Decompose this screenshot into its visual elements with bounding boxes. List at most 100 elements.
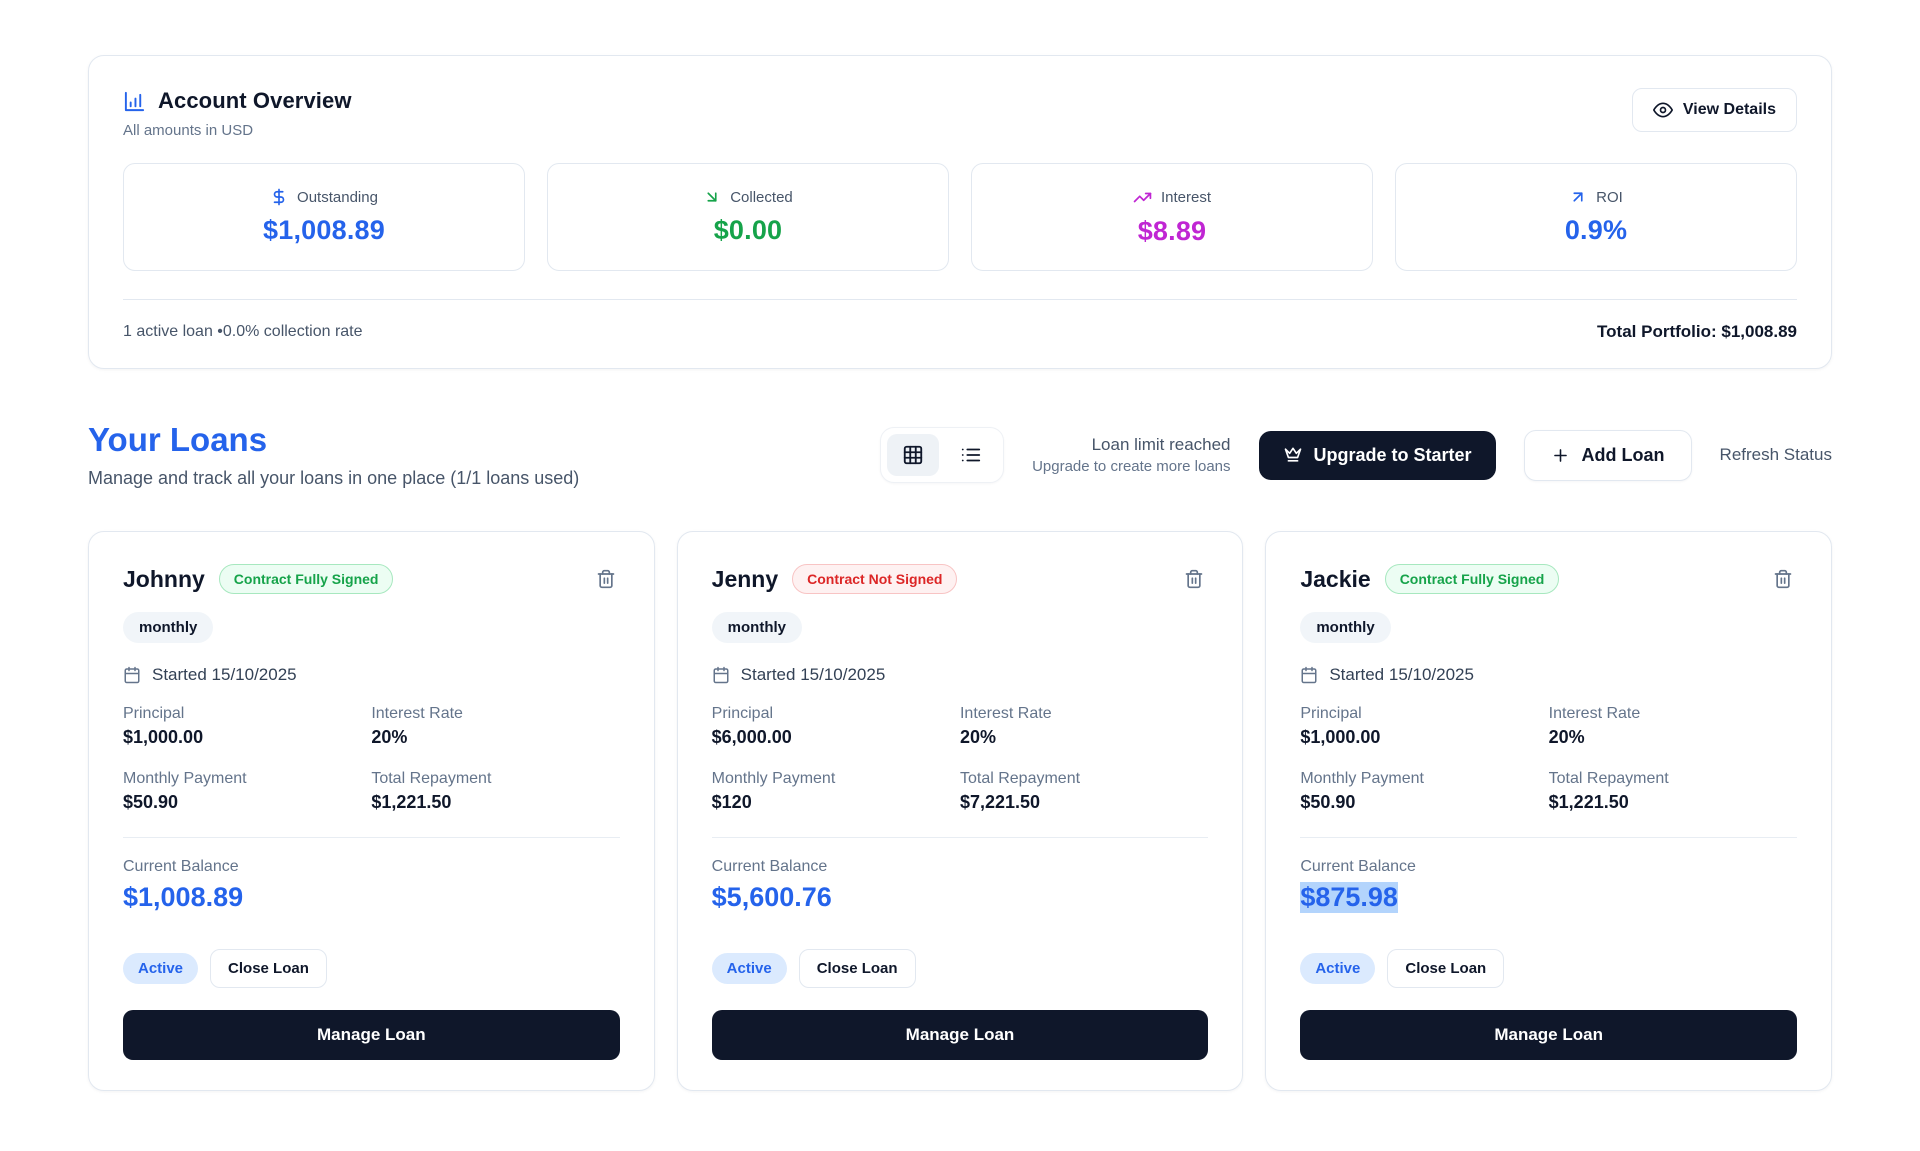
total-repayment-label: Total Repayment: [371, 770, 492, 787]
active-status-badge: Active: [123, 953, 199, 984]
started-date: Started 15/10/2025: [1329, 665, 1474, 684]
monthly-payment-value: $50.90: [123, 792, 179, 812]
monthly-payment-value: $50.90: [1300, 792, 1356, 812]
principal-label: Principal: [1300, 705, 1362, 722]
close-loan-button[interactable]: Close Loan: [1387, 949, 1505, 988]
view-mode-toggle: [880, 427, 1005, 483]
overview-title: Account Overview: [158, 88, 352, 113]
dollar-icon: [270, 188, 288, 206]
interest-rate-field: Interest Rate 20%: [371, 705, 619, 748]
contract-status-badge: Contract Not Signed: [792, 564, 958, 594]
trending-up-icon: [1133, 188, 1152, 207]
stat-value: $8.89: [1137, 215, 1207, 246]
plus-icon: [1551, 446, 1570, 465]
monthly-payment-label: Monthly Payment: [711, 770, 836, 787]
close-loan-button[interactable]: Close Loan: [210, 949, 327, 988]
principal-label: Principal: [711, 705, 774, 722]
add-loan-button[interactable]: Add Loan: [1523, 429, 1692, 481]
interest-rate-value: 20%: [1548, 727, 1585, 747]
interest-rate-field: Interest Rate 20%: [1549, 705, 1797, 748]
frequency-badge: monthly: [711, 612, 802, 643]
grid-view-button[interactable]: [887, 434, 940, 476]
close-loan-button[interactable]: Close Loan: [798, 949, 916, 988]
current-balance-value: $1,008.89: [123, 882, 244, 912]
stat-label: Collected: [730, 188, 793, 206]
loan-card-jenny: Jenny Contract Not Signed monthly Starte…: [676, 531, 1244, 1091]
total-portfolio: Total Portfolio: $1,008.89: [1597, 322, 1797, 341]
monthly-payment-field: Monthly Payment $50.90: [1300, 770, 1548, 813]
current-balance-value: $5,600.76: [711, 882, 832, 912]
interest-rate-field: Interest Rate 20%: [960, 705, 1208, 748]
calendar-icon: [123, 666, 141, 684]
manage-loan-button[interactable]: Manage Loan: [711, 1010, 1209, 1060]
total-repayment-field: Total Repayment $1,221.50: [1549, 770, 1797, 813]
monthly-payment-label: Monthly Payment: [1300, 770, 1424, 787]
active-loan-summary: 1 active loan •0.0% collection rate: [123, 323, 363, 340]
total-repayment-label: Total Repayment: [1548, 770, 1669, 787]
overview-subtitle: All amounts in USD: [123, 122, 254, 139]
loan-limit-subtitle: Upgrade to create more loans: [1032, 458, 1231, 475]
stat-value: 0.9%: [1564, 215, 1628, 245]
contract-status-badge: Contract Fully Signed: [218, 564, 394, 594]
contract-status-badge: Contract Fully Signed: [1384, 564, 1560, 594]
total-repayment-value: $1,221.50: [1548, 792, 1629, 812]
loan-name: Johnny: [123, 565, 205, 592]
frequency-badge: monthly: [123, 612, 214, 643]
grid-icon: [902, 444, 924, 466]
delete-loan-button[interactable]: [1769, 565, 1797, 593]
stat-value: $1,008.89: [263, 215, 385, 245]
loans-header: Your Loans Manage and track all your loa…: [88, 421, 1832, 489]
loans-controls: Loan limit reached Upgrade to create mor…: [880, 427, 1832, 483]
upgrade-button[interactable]: Upgrade to Starter: [1258, 430, 1496, 480]
stat-value: $0.00: [713, 215, 783, 245]
view-details-label: View Details: [1682, 101, 1776, 118]
calendar-icon: [1300, 666, 1318, 684]
current-balance-label: Current Balance: [711, 858, 828, 875]
current-balance-label: Current Balance: [1300, 858, 1416, 875]
total-repayment-value: $7,221.50: [959, 792, 1041, 812]
delete-loan-button[interactable]: [592, 565, 620, 593]
view-details-button[interactable]: View Details: [1631, 88, 1797, 132]
divider: [711, 837, 1209, 838]
bar-chart-icon: [123, 90, 146, 113]
trash-icon: [1773, 569, 1793, 589]
loans-grid: Johnny Contract Fully Signed monthly Sta…: [88, 531, 1832, 1091]
arrow-down-right-icon: [703, 188, 721, 206]
refresh-status-link[interactable]: Refresh Status: [1719, 445, 1832, 464]
loan-card-jackie: Jackie Contract Fully Signed monthly Sta…: [1265, 531, 1832, 1091]
interest-rate-label: Interest Rate: [959, 705, 1052, 722]
trash-icon: [1184, 569, 1204, 589]
principal-value: $1,000.00: [1300, 727, 1381, 747]
monthly-payment-field: Monthly Payment $50.90: [123, 770, 371, 813]
manage-loan-button[interactable]: Manage Loan: [123, 1010, 620, 1060]
stat-card-interest: Interest $8.89: [971, 163, 1373, 271]
principal-label: Principal: [123, 705, 185, 722]
loan-card-johnny: Johnny Contract Fully Signed monthly Sta…: [88, 531, 655, 1091]
divider: [123, 837, 620, 838]
stat-label: Outstanding: [297, 188, 378, 206]
current-balance-value: $875.98: [1300, 882, 1398, 913]
delete-loan-button[interactable]: [1180, 565, 1208, 593]
interest-rate-value: 20%: [371, 727, 408, 747]
stat-card-outstanding: Outstanding $1,008.89: [123, 163, 525, 271]
overview-heading-block: Account Overview All amounts in USD: [123, 88, 352, 139]
stat-card-roi: ROI 0.9%: [1395, 163, 1797, 271]
list-view-button[interactable]: [945, 434, 997, 476]
principal-value: $6,000.00: [711, 727, 792, 747]
calendar-icon: [712, 666, 730, 684]
interest-rate-value: 20%: [959, 727, 997, 747]
manage-loan-button[interactable]: Manage Loan: [1300, 1010, 1797, 1060]
active-status-badge: Active: [711, 953, 787, 984]
stat-label: Interest: [1160, 188, 1212, 206]
divider: [1300, 837, 1797, 838]
started-date: Started 15/10/2025: [740, 665, 886, 684]
crown-icon: [1283, 445, 1303, 465]
loans-subtitle: Manage and track all your loans in one p…: [88, 468, 580, 488]
principal-field: Principal $6,000.00: [712, 705, 960, 748]
loan-name: Jenny: [711, 565, 779, 592]
monthly-payment-value: $120: [711, 792, 752, 812]
stat-label: ROI: [1596, 188, 1623, 206]
total-repayment-label: Total Repayment: [959, 770, 1081, 787]
upgrade-label: Upgrade to Starter: [1313, 444, 1472, 465]
